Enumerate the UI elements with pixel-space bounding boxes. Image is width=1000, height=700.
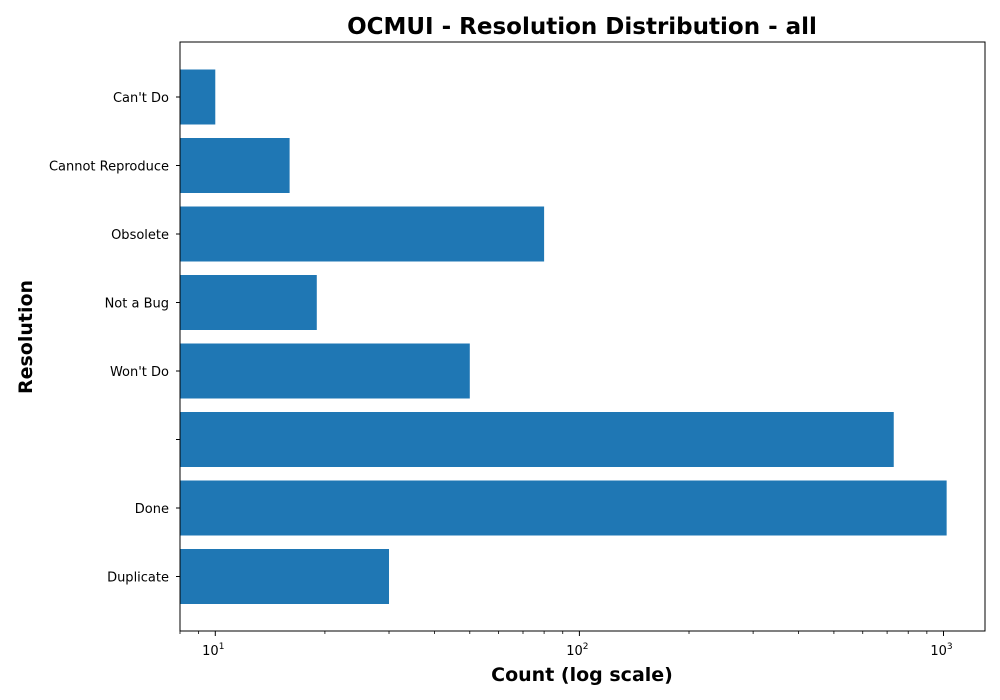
x-axis-label: Count (log scale) <box>491 664 673 686</box>
x-axis-ticks: 101 102 103 <box>179 631 953 659</box>
bars-layer <box>180 69 947 604</box>
y-tick-label: Can't Do <box>113 91 169 106</box>
chart-title: OCMUI - Resolution Distribution - all <box>347 14 817 40</box>
plot-frame <box>179 41 986 632</box>
y-tick-label: Done <box>135 502 169 517</box>
y-axis-label: Resolution <box>15 280 37 394</box>
y-tick-label: Cannot Reproduce <box>49 160 169 175</box>
y-tick-label: Duplicate <box>107 571 169 586</box>
bar <box>180 69 216 125</box>
x-tick-label: 102 <box>566 642 588 659</box>
y-tick-label: Not a Bug <box>105 297 169 312</box>
bar <box>180 138 290 193</box>
bar <box>180 412 894 467</box>
bar <box>180 343 470 399</box>
y-axis-ticks: Can't Do Cannot Reproduce Obsolete Not a Bu… <box>49 91 180 586</box>
bar <box>180 549 390 604</box>
bar <box>180 206 545 262</box>
x-tick-label: 101 <box>202 642 224 659</box>
bar <box>180 480 947 536</box>
y-tick-label: Won't Do <box>110 365 169 380</box>
y-tick-label: Obsolete <box>111 228 169 243</box>
bar <box>180 275 317 330</box>
x-tick-label: 103 <box>930 642 952 659</box>
